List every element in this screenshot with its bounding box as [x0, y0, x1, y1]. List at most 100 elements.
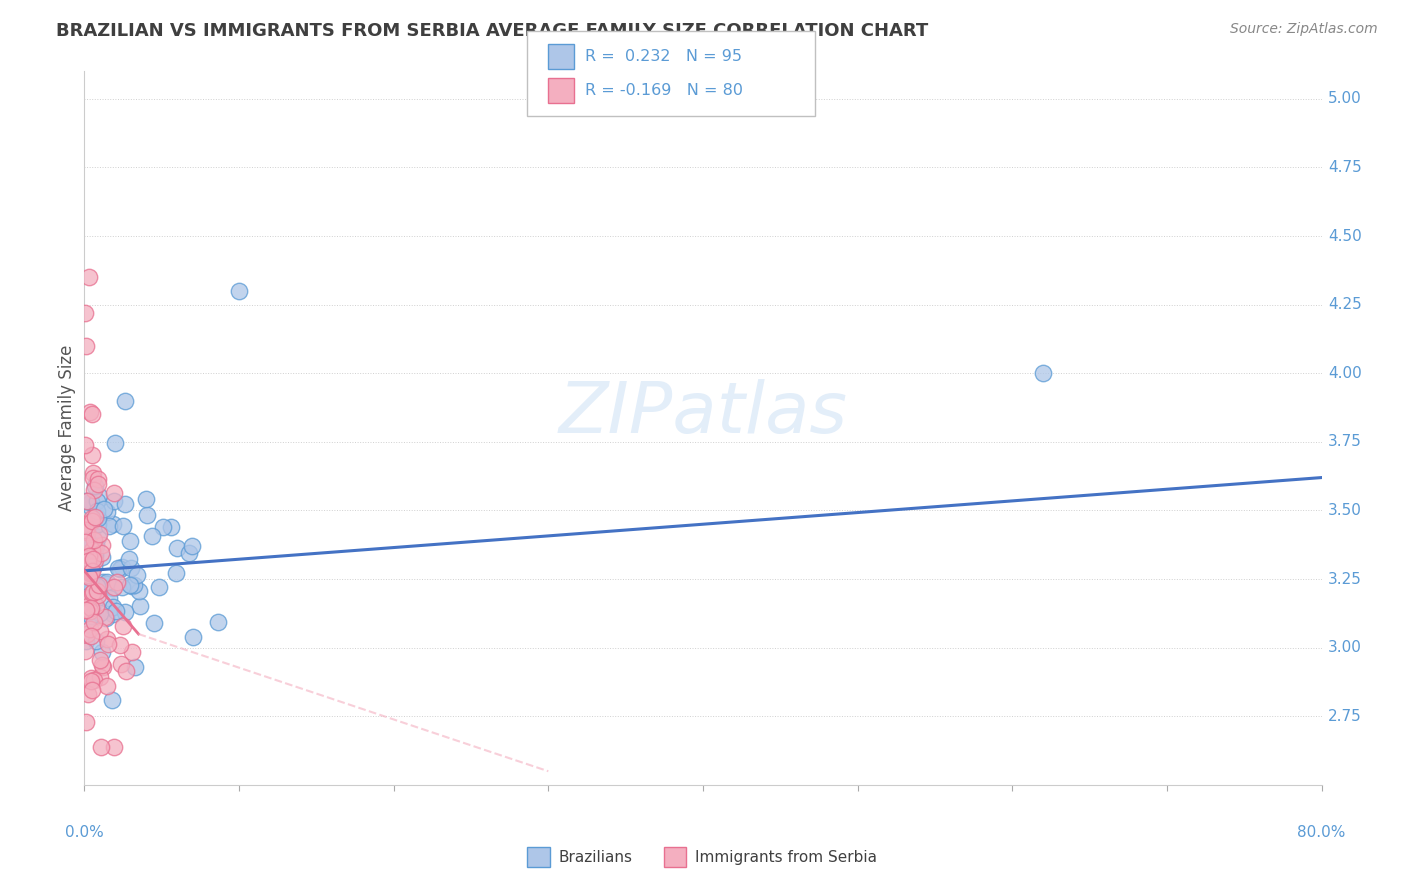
Point: [166, 541, 188, 555]
Point: [77, 570, 100, 584]
Point: [114, 394, 136, 409]
Point: [80, 495, 103, 509]
Point: [84, 578, 107, 592]
Point: [87, 588, 110, 602]
Text: 0.0%: 0.0%: [65, 825, 104, 840]
Point: [96, 576, 118, 591]
Point: [101, 517, 124, 532]
Point: [181, 540, 204, 554]
Point: [117, 552, 139, 566]
Point: [79, 404, 101, 418]
Point: [80, 500, 103, 515]
Point: [110, 657, 132, 671]
Point: [120, 534, 142, 549]
Point: [82, 552, 104, 566]
Point: [76, 603, 98, 617]
Point: [76, 536, 98, 550]
Point: [80, 566, 103, 580]
Point: [107, 561, 129, 575]
Point: [80, 608, 103, 623]
Point: [103, 494, 125, 508]
Point: [75, 306, 97, 320]
Point: [80, 511, 103, 525]
Point: [110, 638, 132, 652]
Point: [91, 657, 114, 672]
Point: [101, 600, 124, 615]
Point: [76, 532, 98, 546]
Point: [128, 584, 150, 599]
Point: [93, 502, 115, 516]
Point: [83, 479, 105, 493]
Point: [79, 566, 101, 581]
Point: [79, 622, 101, 636]
Point: [86, 579, 108, 593]
Point: [82, 565, 104, 579]
Point: [84, 609, 107, 624]
Point: [177, 546, 200, 560]
Point: [80, 448, 103, 462]
Point: [160, 520, 183, 534]
Point: [128, 599, 150, 613]
Point: [125, 568, 148, 582]
Text: 3.25: 3.25: [1327, 572, 1361, 587]
Text: 3.75: 3.75: [1327, 434, 1361, 450]
Point: [77, 563, 100, 577]
Point: [124, 578, 146, 592]
Text: 80.0%: 80.0%: [1298, 825, 1346, 840]
Point: [80, 542, 103, 557]
Point: [79, 566, 101, 581]
Point: [75, 547, 97, 561]
Point: [79, 578, 101, 592]
Point: [87, 489, 110, 503]
Point: [87, 578, 110, 592]
Point: [75, 574, 97, 588]
Point: [86, 476, 108, 491]
Point: [101, 607, 124, 622]
Point: [97, 637, 120, 651]
Point: [121, 645, 143, 659]
Text: R = -0.169   N = 80: R = -0.169 N = 80: [585, 83, 742, 97]
Point: [82, 585, 104, 599]
Point: [96, 679, 118, 693]
Point: [141, 528, 163, 542]
Text: 4.00: 4.00: [1327, 366, 1361, 381]
Point: [79, 584, 101, 599]
Text: 4.25: 4.25: [1327, 297, 1361, 312]
Point: [77, 549, 100, 563]
Point: [87, 517, 110, 532]
Point: [75, 494, 97, 508]
Point: [80, 526, 103, 541]
Point: [79, 553, 101, 567]
Text: 4.50: 4.50: [1327, 228, 1361, 244]
Point: [135, 492, 157, 507]
Point: [75, 533, 97, 548]
Point: [76, 524, 98, 539]
Point: [89, 653, 111, 667]
Point: [86, 494, 108, 508]
Point: [75, 595, 97, 609]
Point: [75, 591, 97, 605]
Point: [80, 629, 103, 643]
Text: 5.00: 5.00: [1327, 91, 1361, 106]
Point: [103, 582, 125, 596]
Point: [89, 607, 111, 621]
Point: [82, 466, 104, 480]
Point: [77, 552, 100, 566]
Point: [90, 549, 112, 564]
Point: [111, 619, 134, 633]
Point: [82, 408, 104, 422]
Point: [75, 339, 97, 353]
Point: [97, 519, 120, 533]
Point: [84, 599, 107, 614]
Point: [83, 596, 105, 610]
Point: [135, 508, 157, 522]
Point: [96, 505, 118, 519]
Text: 2.75: 2.75: [1327, 709, 1361, 723]
Point: [90, 538, 112, 552]
Point: [114, 605, 136, 619]
Point: [1032, 366, 1054, 380]
Point: [121, 579, 143, 593]
Point: [75, 516, 97, 531]
Point: [80, 683, 103, 698]
Point: [91, 575, 114, 590]
